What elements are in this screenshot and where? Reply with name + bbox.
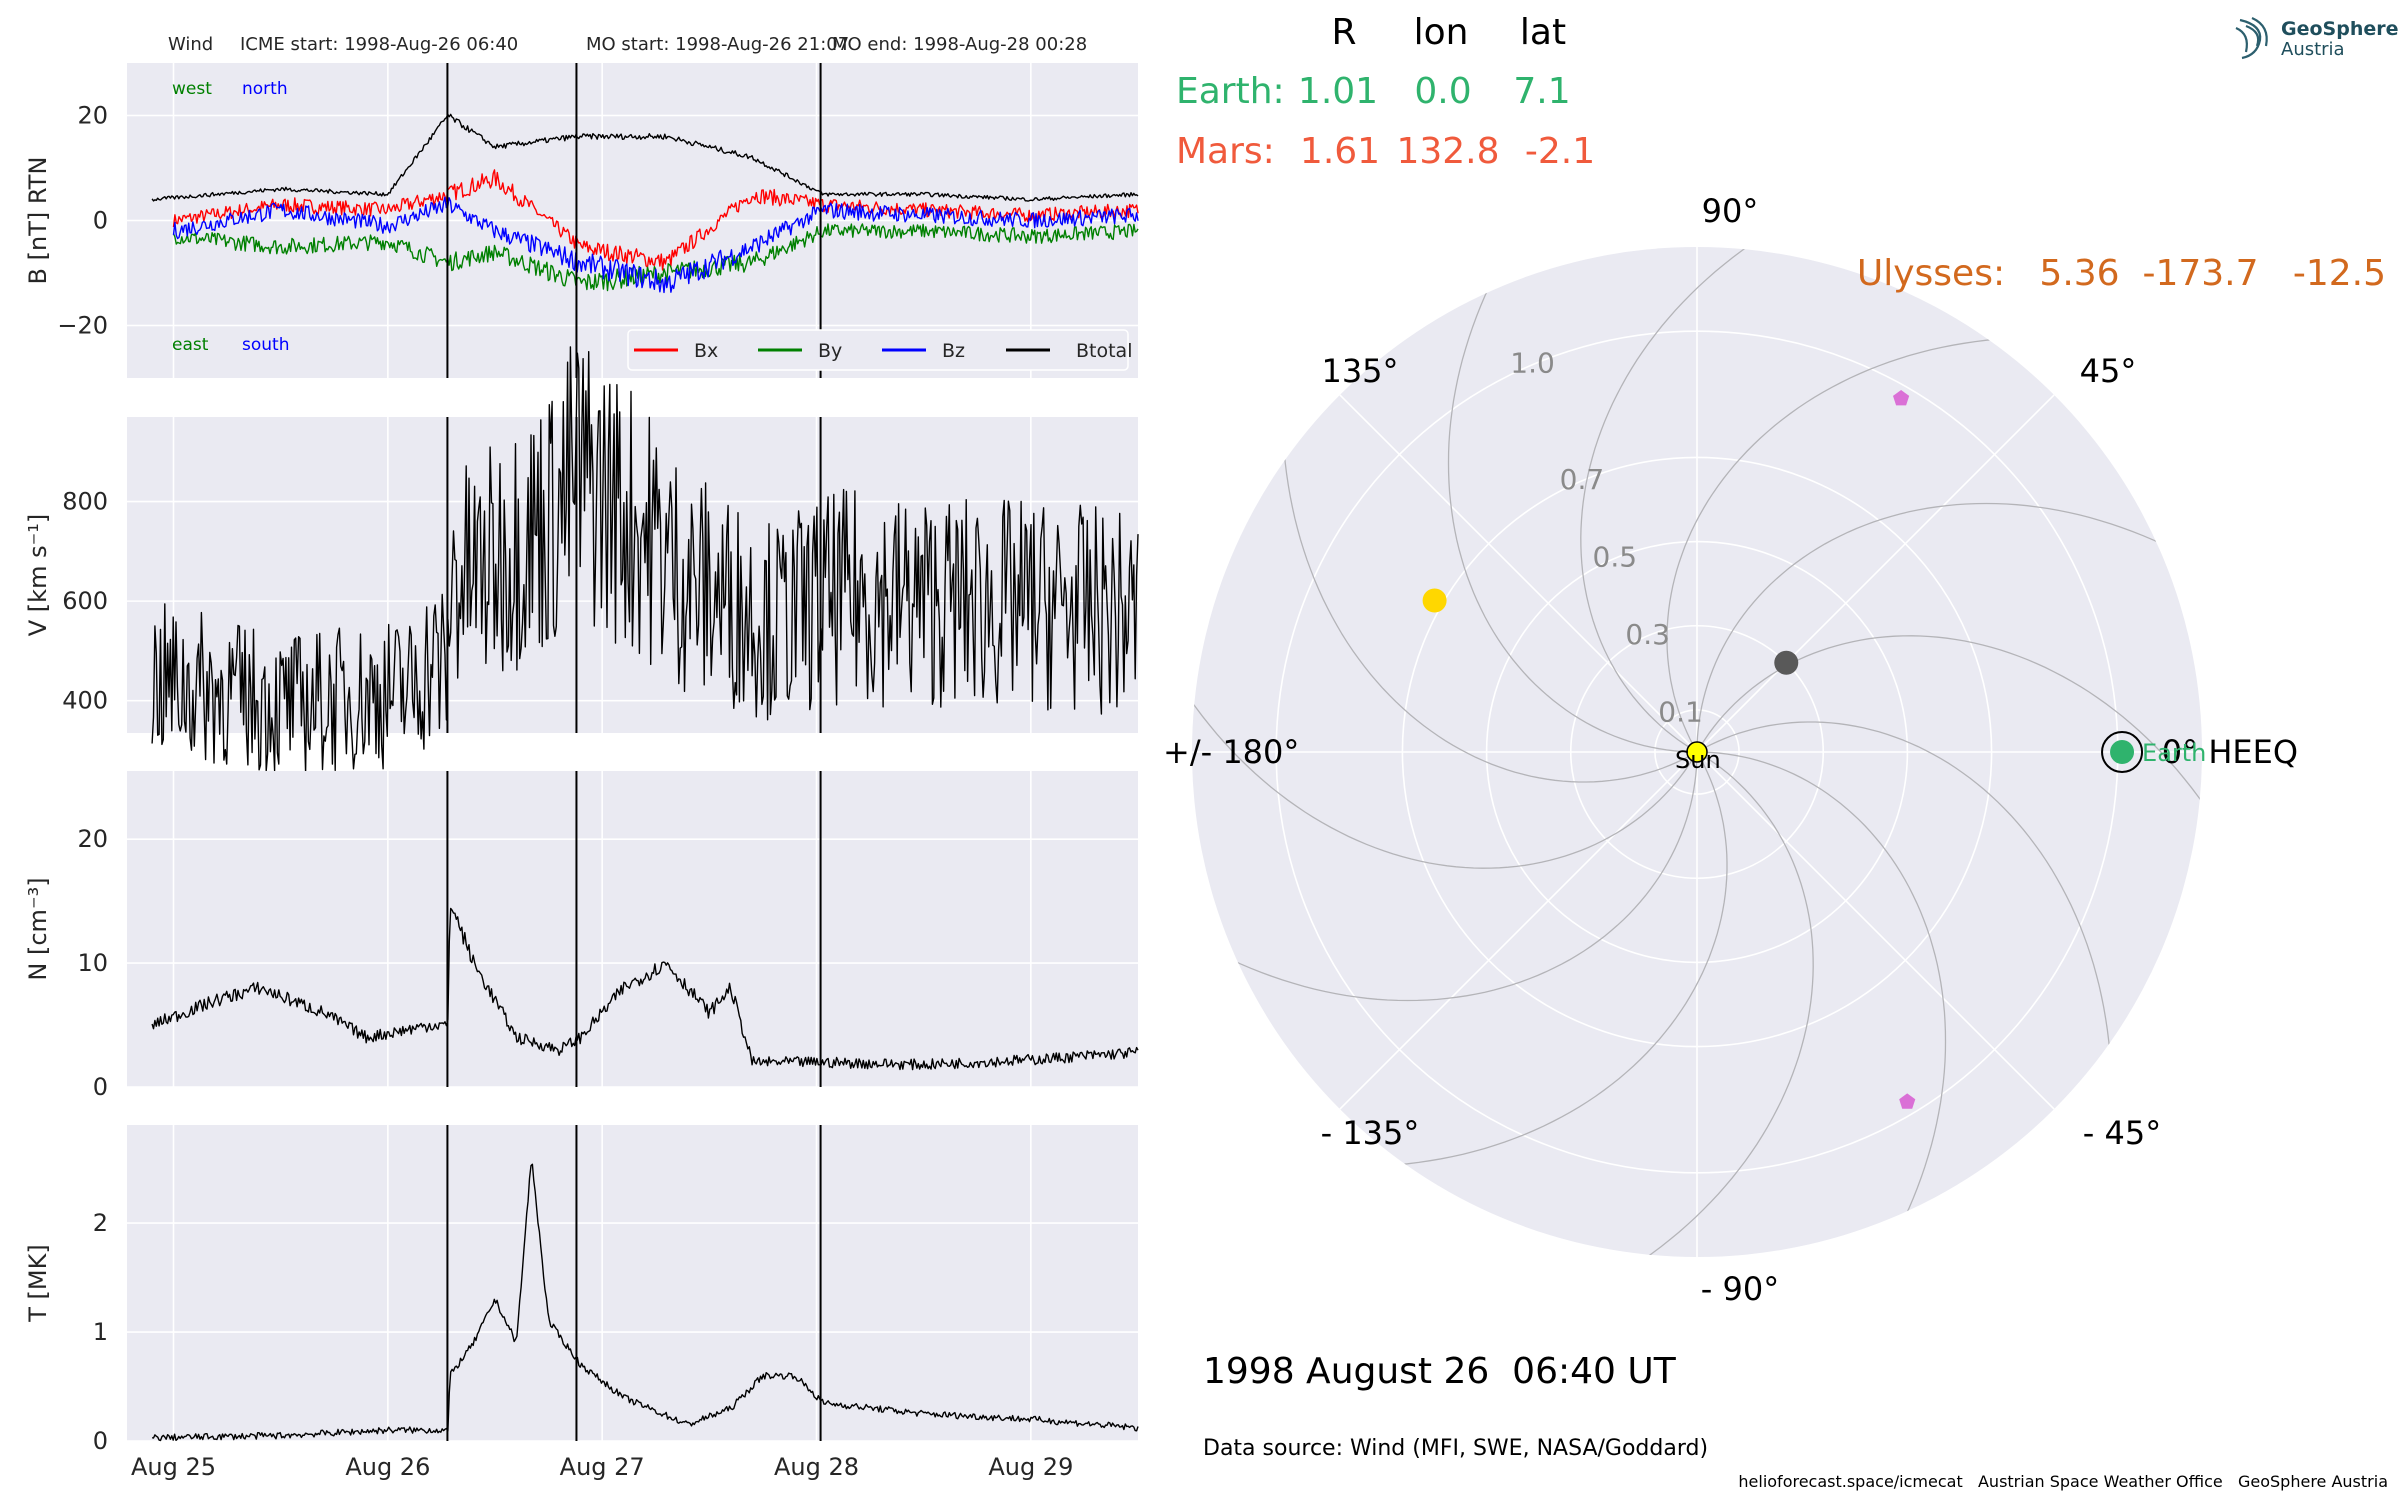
x-tick-label: Aug 29 xyxy=(988,1453,1073,1481)
earth-ring xyxy=(2101,731,2144,773)
y-tick-label: 800 xyxy=(62,488,108,516)
earth-row-r: 1.01 xyxy=(1298,71,1378,112)
polar-ring xyxy=(1569,624,1825,880)
angle-label-a180: +/- 180° xyxy=(1163,733,1299,771)
angle-label-a0: 0° HEEQ xyxy=(2162,733,2298,771)
column-head-lat: lat xyxy=(1520,12,1566,53)
datetime-label: 1998 August 26 06:40 UT xyxy=(1203,1351,1677,1392)
x-tick-label: Aug 26 xyxy=(345,1453,430,1481)
series-trace xyxy=(151,907,1139,1071)
panel-magnetic-field: 20 0 −20B [nT] RTN west north east south Bx By Bz… xyxy=(24,63,1139,378)
y-tick-label: 2 xyxy=(93,1209,108,1237)
panel-speed: 800 600 400 V [km s⁻¹] xyxy=(24,346,1139,774)
mars-row-label: Mars: xyxy=(1176,131,1275,172)
y-tick-label: 10 xyxy=(77,949,108,977)
y-tick-label: 0 xyxy=(93,1073,108,1101)
series-bx xyxy=(172,169,1139,271)
earth-row-label: Earth: xyxy=(1176,71,1285,112)
polar-ring xyxy=(1485,540,1909,964)
panel-background xyxy=(127,1125,1138,1441)
y-axis-label: B [nT] RTN xyxy=(24,157,52,285)
logo-line1: GeoSphere xyxy=(2281,18,2399,40)
sun-label: Sun xyxy=(1675,746,1721,774)
yellow-body-marker xyxy=(1422,588,1447,613)
earth-marker xyxy=(2110,740,2135,764)
mars-row-r: 1.61 xyxy=(1300,131,1380,172)
spiral-line xyxy=(1192,553,1698,869)
angle-label-am90: - 90° xyxy=(1701,1270,1779,1308)
polar-ring xyxy=(1401,456,1993,1048)
column-head-r: R xyxy=(1331,12,1356,53)
legend-box xyxy=(627,329,1129,371)
r-tick-label: 1.0 xyxy=(1510,347,1555,380)
angle-label-am45: - 45° xyxy=(2083,1114,2161,1152)
spiral-line xyxy=(1696,635,2202,951)
y-tick-label: 20 xyxy=(77,825,108,853)
header-mo-start: MO start: 1998-Aug-26 21:07 xyxy=(586,34,849,55)
r-tick-label: 0.5 xyxy=(1593,540,1638,573)
angle-label-a45: 45° xyxy=(2080,352,2137,390)
panel-temperature: 2 1 0 T [MK] Aug 25 Aug 26 Aug 27 Aug 28 Aug 29 xyxy=(24,1125,1139,1481)
x-tick-label: Aug 28 xyxy=(774,1453,859,1481)
ulysses-row: Ulysses: 5.36 -173.7 -12.5 xyxy=(1857,253,2386,294)
x-tick-label: Aug 27 xyxy=(560,1453,645,1481)
y-tick-label: 20 xyxy=(77,102,108,130)
r-tick-label: 0.7 xyxy=(1560,463,1605,496)
y-axis-label: N [cm⁻³] xyxy=(24,877,52,980)
spiral-line xyxy=(1498,751,1814,1257)
y-tick-label: −20 xyxy=(57,312,108,340)
sun-marker xyxy=(1686,741,1708,763)
legend-entry-by: By xyxy=(818,340,842,362)
legend: Bx By Bz Btotal xyxy=(627,329,1132,371)
r-tick-label: 0.1 xyxy=(1658,695,1703,728)
y-axis-label: V [km s⁻¹] xyxy=(24,514,52,636)
header-mo-end: MO end: 1998-Aug-28 00:28 xyxy=(832,34,1087,55)
r-tick-label: 0.3 xyxy=(1625,618,1670,651)
geosphere-logo: GeoSphere Austria xyxy=(2235,16,2399,60)
polar-plot: 0.1 0.3 0.5 0.7 1.0 0° HEEQ 45° 90° 135° +/- 180°… xyxy=(1163,192,2298,1308)
annot-east: east xyxy=(172,335,209,355)
pentagon-marker xyxy=(1893,390,1910,406)
y-axis-label: T [MK] xyxy=(24,1244,52,1322)
series-btotal xyxy=(151,113,1139,202)
series-trace xyxy=(151,346,1139,774)
logo-line2: Austria xyxy=(2281,39,2345,60)
header-spacecraft: Wind xyxy=(168,34,213,55)
y-tick-label: 0 xyxy=(93,207,108,235)
header-icme-start: ICME start: 1998-Aug-26 06:40 xyxy=(240,34,518,55)
panel-background xyxy=(127,771,1138,1087)
annot-north: north xyxy=(242,79,288,99)
y-tick-label: 600 xyxy=(62,587,108,615)
annot-south: south xyxy=(242,335,289,355)
x-tick-label: Aug 25 xyxy=(131,1453,216,1481)
legend-entry-btotal: Btotal xyxy=(1076,340,1132,362)
mars-row-lat: -2.1 xyxy=(1525,131,1595,172)
legend-entry-bz: Bz xyxy=(942,340,965,362)
y-tick-label: 1 xyxy=(93,1318,108,1346)
pentagon-marker xyxy=(1899,1093,1916,1109)
legend-entry-bx: Bx xyxy=(694,340,718,362)
mars-row-lon: 132.8 xyxy=(1396,131,1499,172)
angle-label-a135: 135° xyxy=(1321,352,1398,390)
angle-label-a90: 90° xyxy=(1702,192,1759,230)
series-trace xyxy=(151,1163,1139,1442)
earth-row-lat: 7.1 xyxy=(1513,71,1570,112)
angle-label-am135: - 135° xyxy=(1321,1114,1420,1152)
logo-mark-icon xyxy=(2235,16,2268,60)
grey-body-marker xyxy=(1774,650,1799,675)
y-tick-label: 400 xyxy=(62,687,108,715)
earth-label: Earth xyxy=(2142,739,2206,767)
spiral-line xyxy=(1580,247,1896,753)
annot-west: west xyxy=(172,79,212,99)
series-bz xyxy=(172,196,1139,294)
data-source: Data source: Wind (MFI, SWE, NASA/Goddar… xyxy=(1203,1436,1708,1461)
earth-row-lon: 0.0 xyxy=(1414,71,1471,112)
y-tick-label: 0 xyxy=(93,1427,108,1455)
polar-ring xyxy=(1654,709,1740,795)
credits: helioforecast.space/icmecat Austrian Spa… xyxy=(1738,1472,2388,1491)
panel-density: 20 10 0 N [cm⁻³] xyxy=(24,771,1139,1101)
column-head-lon: lon xyxy=(1414,12,1469,53)
